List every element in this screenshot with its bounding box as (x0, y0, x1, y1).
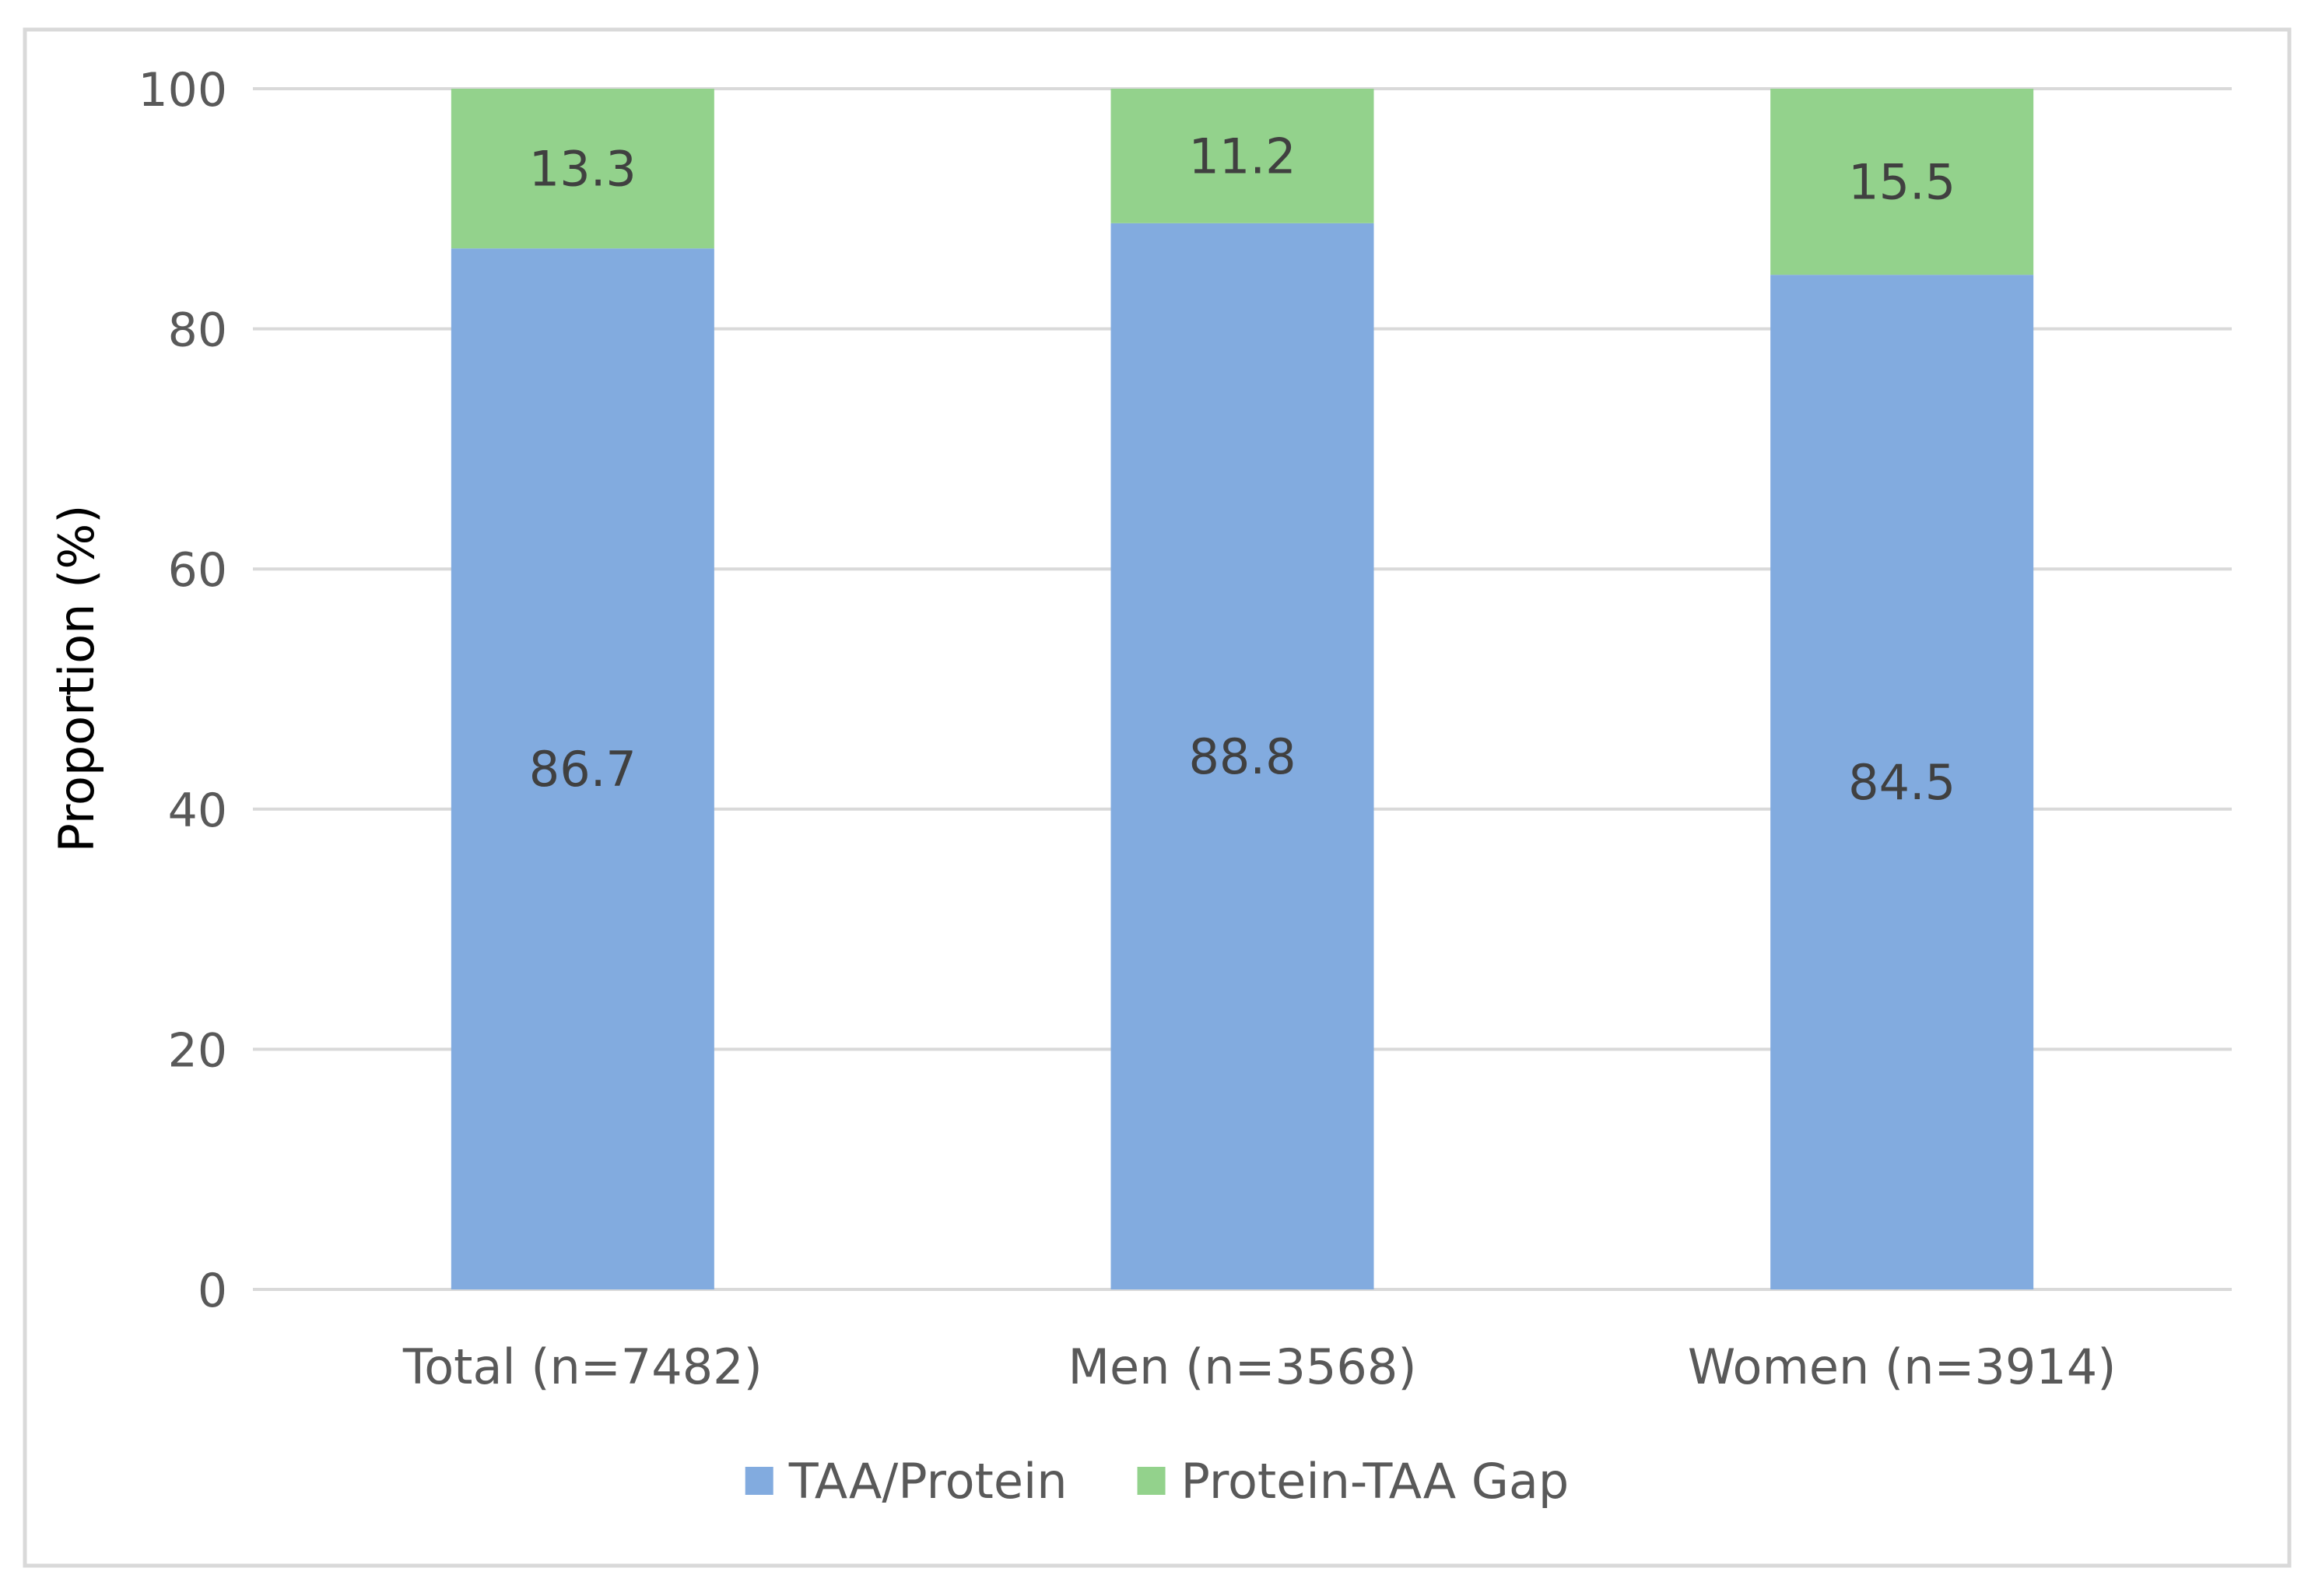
legend-swatch-0 (745, 1467, 773, 1495)
bar-protein-taa-gap-1 (1110, 89, 1374, 223)
legend-swatch-1 (1137, 1467, 1166, 1495)
bar-protein-taa-gap-0 (451, 89, 714, 249)
data-label-protein-taa-gap-2: 15.5 (1848, 154, 1955, 211)
data-label-taa-protein-0: 86.7 (529, 741, 637, 798)
bar-taa-protein-2 (1770, 275, 2034, 1289)
y-tick-label-0: 0 (198, 1264, 227, 1318)
bar-protein-taa-gap-2 (1770, 89, 2034, 275)
bars (451, 89, 2034, 1289)
y-axis-ticks: 0 20 40 60 80 100 (138, 63, 227, 1318)
bar-taa-protein-1 (1110, 223, 1374, 1289)
data-label-taa-protein-1: 88.8 (1188, 728, 1296, 785)
y-tick-label-100: 100 (138, 63, 227, 118)
y-tick-label-20: 20 (168, 1023, 227, 1078)
legend-label-1: Protein-TAA Gap (1181, 1453, 1570, 1510)
x-category-label-2: Women (n=3914) (1688, 1338, 2117, 1395)
legend-label-0: TAA/Protein (788, 1453, 1068, 1510)
y-tick-label-40: 40 (168, 784, 227, 838)
y-tick-label-60: 60 (168, 543, 227, 598)
data-label-protein-taa-gap-1: 11.2 (1188, 128, 1296, 184)
y-tick-label-80: 80 (168, 303, 227, 358)
x-axis-categories: Total (n=7482) Men (n=3568) Women (n=3914) (402, 1338, 2117, 1395)
data-label-taa-protein-2: 84.5 (1848, 754, 1955, 811)
data-labels: 86.7 13.3 88.8 11.2 84.5 15.5 (529, 128, 1955, 811)
x-category-label-0: Total (n=7482) (402, 1338, 763, 1395)
x-category-label-1: Men (n=3568) (1068, 1338, 1416, 1395)
bar-taa-protein-0 (451, 248, 714, 1289)
data-label-protein-taa-gap-0: 13.3 (529, 141, 637, 198)
y-axis-label: Proportion (%) (48, 505, 105, 853)
legend: TAA/Protein Protein-TAA Gap (745, 1453, 1570, 1510)
